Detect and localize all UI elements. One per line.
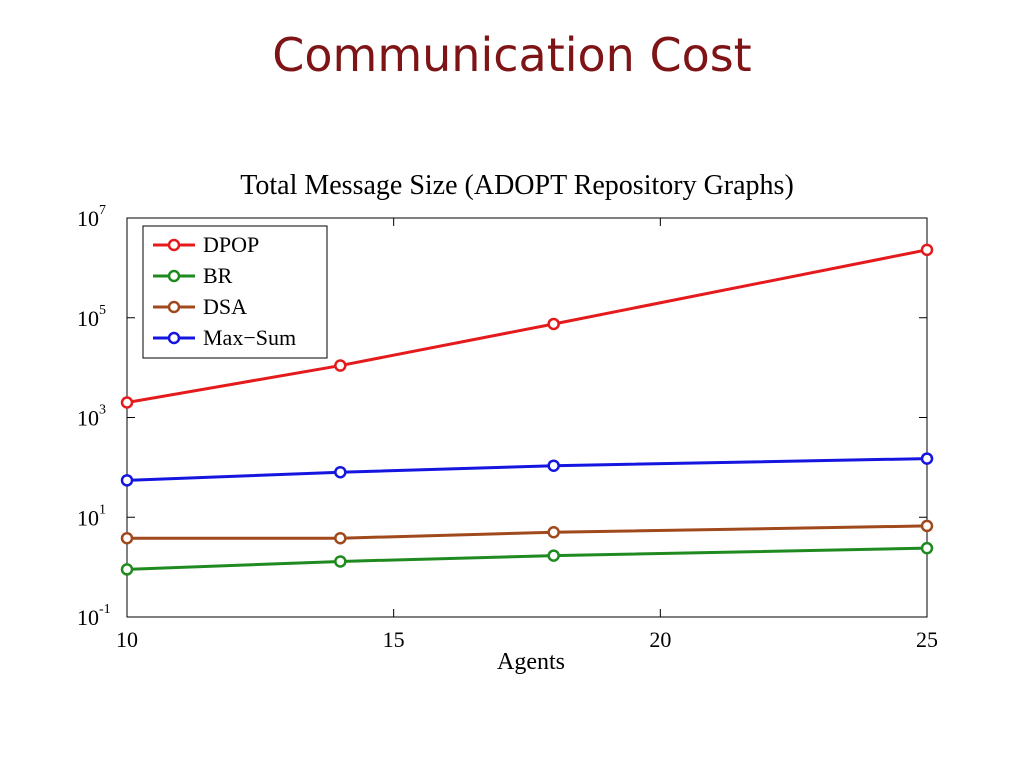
y-tick-label-base: 10 bbox=[77, 206, 99, 231]
data-point bbox=[547, 459, 560, 472]
data-point bbox=[547, 549, 560, 562]
y-tick-label-base: 10 bbox=[77, 605, 99, 630]
x-tick-label: 10 bbox=[116, 627, 138, 652]
series-line bbox=[126, 457, 928, 482]
legend-label: Max−Sum bbox=[203, 325, 296, 350]
data-point bbox=[120, 396, 134, 409]
data-point bbox=[920, 452, 934, 465]
y-tick-label-exponent: 1 bbox=[99, 502, 106, 517]
data-point bbox=[547, 317, 560, 331]
legend-label: BR bbox=[203, 263, 233, 288]
legend-label: DPOP bbox=[203, 232, 259, 257]
data-point bbox=[120, 563, 134, 576]
y-tick-label-exponent: 7 bbox=[99, 203, 106, 218]
y-tick-label-base: 10 bbox=[77, 505, 99, 530]
legend-swatch-marker bbox=[167, 331, 181, 345]
legend: DPOP BR DSA Max−Sum bbox=[142, 225, 328, 359]
data-point bbox=[920, 541, 934, 555]
y-tick-label-exponent: 3 bbox=[99, 403, 106, 418]
data-point bbox=[120, 531, 134, 545]
data-point bbox=[334, 555, 347, 568]
data-point bbox=[334, 359, 347, 372]
legend-swatch-marker bbox=[167, 300, 181, 314]
data-point bbox=[547, 526, 560, 539]
legend-label: DSA bbox=[203, 294, 247, 319]
y-tick-label-base: 10 bbox=[77, 306, 99, 331]
x-tick-label: 15 bbox=[383, 627, 405, 652]
data-point bbox=[920, 519, 934, 533]
series-line bbox=[126, 546, 928, 571]
data-point bbox=[334, 465, 347, 479]
y-tick-label-exponent: 5 bbox=[99, 303, 106, 318]
data-point bbox=[920, 243, 934, 257]
data-point bbox=[334, 531, 347, 545]
x-tick-label: 20 bbox=[649, 627, 671, 652]
data-point bbox=[120, 474, 134, 487]
slide-title: Communication Cost bbox=[272, 28, 752, 82]
x-axis-label: Agents bbox=[497, 649, 565, 675]
y-tick-label-exponent: -1 bbox=[99, 602, 111, 617]
series-lines bbox=[120, 243, 934, 576]
chart-title: Total Message Size (ADOPT Repository Gra… bbox=[240, 170, 794, 201]
series-line bbox=[126, 248, 928, 404]
y-tick-label-base: 10 bbox=[77, 406, 99, 431]
x-tick-label: 25 bbox=[916, 627, 938, 652]
legend-swatch-marker bbox=[167, 238, 181, 252]
legend-swatch-marker bbox=[167, 269, 181, 283]
series-line bbox=[127, 524, 928, 540]
